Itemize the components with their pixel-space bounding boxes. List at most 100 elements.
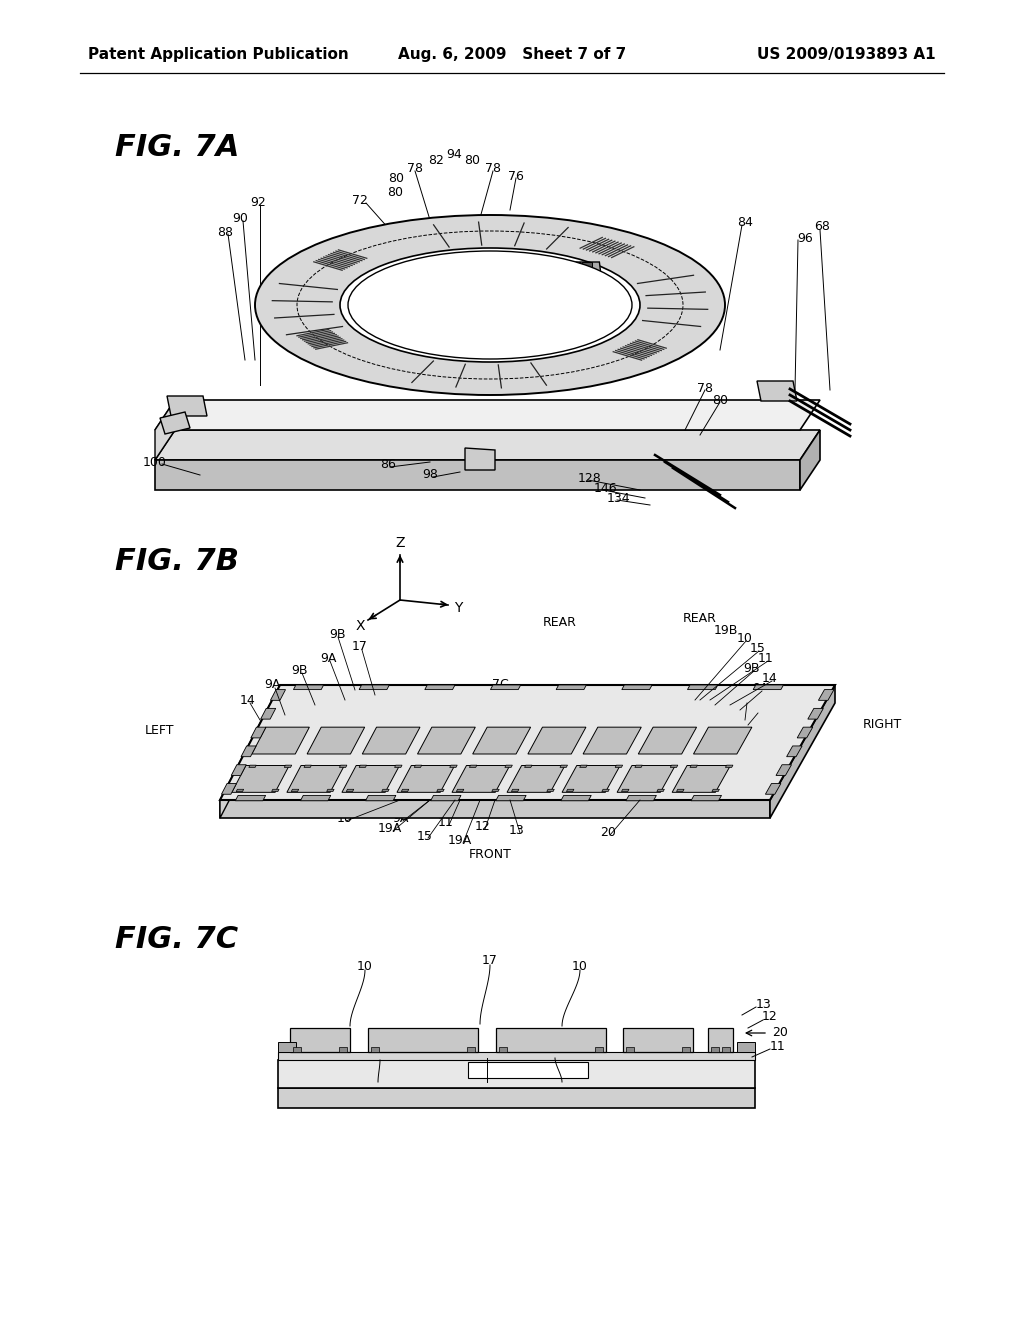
Text: 13: 13 [509, 824, 525, 837]
Text: 76: 76 [508, 169, 524, 182]
Polygon shape [786, 746, 802, 756]
Polygon shape [672, 766, 730, 792]
Polygon shape [798, 727, 813, 738]
Polygon shape [401, 789, 409, 792]
Polygon shape [711, 1047, 719, 1052]
Text: REAR: REAR [683, 611, 717, 624]
Polygon shape [656, 789, 665, 792]
Text: 13: 13 [756, 998, 772, 1011]
Text: 94: 94 [446, 149, 462, 161]
Text: RIGHT: RIGHT [862, 718, 901, 731]
Text: 11: 11 [758, 652, 774, 664]
Polygon shape [251, 727, 266, 738]
Polygon shape [155, 400, 175, 459]
Polygon shape [583, 261, 593, 272]
Polygon shape [359, 685, 389, 689]
Polygon shape [617, 766, 675, 792]
Polygon shape [271, 789, 280, 792]
Text: 12: 12 [762, 1011, 778, 1023]
Text: 19B: 19B [733, 693, 757, 706]
Text: 9A: 9A [392, 812, 409, 825]
Polygon shape [528, 727, 586, 754]
Polygon shape [362, 727, 420, 754]
Text: 80: 80 [387, 186, 403, 199]
Polygon shape [327, 789, 334, 792]
Polygon shape [467, 1047, 475, 1052]
Polygon shape [708, 1028, 733, 1052]
Text: 134: 134 [606, 491, 630, 504]
Polygon shape [278, 1088, 755, 1107]
Text: 9A: 9A [264, 678, 281, 692]
Text: 19A: 19A [447, 833, 472, 846]
Polygon shape [278, 1041, 296, 1052]
Polygon shape [394, 766, 402, 767]
Polygon shape [261, 709, 275, 719]
Text: 70: 70 [470, 305, 489, 321]
Text: US 2009/0193893 A1: US 2009/0193893 A1 [758, 48, 936, 62]
Polygon shape [450, 766, 458, 767]
Polygon shape [490, 685, 520, 689]
Polygon shape [160, 412, 190, 434]
Polygon shape [221, 784, 237, 795]
Polygon shape [560, 766, 567, 767]
Text: X: X [355, 619, 365, 634]
Polygon shape [307, 727, 365, 754]
Polygon shape [431, 796, 461, 801]
Polygon shape [473, 727, 530, 754]
Polygon shape [580, 766, 587, 767]
Polygon shape [452, 766, 510, 792]
Text: REAR: REAR [543, 615, 577, 628]
Polygon shape [671, 766, 678, 767]
Polygon shape [231, 766, 289, 792]
Text: 20: 20 [600, 825, 616, 838]
Text: 9B: 9B [330, 627, 346, 640]
Polygon shape [615, 766, 623, 767]
Text: 12: 12 [475, 820, 490, 833]
Polygon shape [602, 789, 609, 792]
Polygon shape [241, 746, 256, 756]
Polygon shape [626, 1047, 634, 1052]
Polygon shape [342, 766, 399, 792]
Text: 9A: 9A [319, 652, 336, 664]
Text: 9B: 9B [292, 664, 308, 676]
Polygon shape [339, 1047, 347, 1052]
Polygon shape [415, 766, 422, 767]
Polygon shape [753, 685, 783, 689]
Polygon shape [496, 1028, 606, 1052]
Polygon shape [397, 766, 455, 792]
Text: 17: 17 [482, 954, 498, 968]
Text: 84: 84 [737, 215, 753, 228]
Polygon shape [776, 764, 792, 775]
Polygon shape [155, 430, 820, 459]
Polygon shape [547, 789, 554, 792]
Text: 78: 78 [697, 381, 713, 395]
Polygon shape [566, 789, 574, 792]
Text: 16: 16 [749, 704, 764, 717]
Polygon shape [556, 685, 587, 689]
Polygon shape [371, 1047, 379, 1052]
Text: Y: Y [454, 601, 462, 615]
Polygon shape [737, 1041, 755, 1052]
Text: 146: 146 [593, 482, 616, 495]
Text: 14: 14 [240, 693, 256, 706]
Polygon shape [687, 685, 718, 689]
Text: 20: 20 [772, 1026, 787, 1039]
Polygon shape [677, 789, 684, 792]
Polygon shape [252, 727, 309, 754]
Text: 17: 17 [352, 640, 368, 653]
Ellipse shape [255, 215, 725, 395]
Polygon shape [492, 789, 500, 792]
Polygon shape [155, 400, 820, 430]
Polygon shape [231, 764, 247, 775]
Text: 86: 86 [380, 458, 396, 471]
Polygon shape [236, 796, 265, 801]
Polygon shape [690, 766, 697, 767]
Text: 78: 78 [407, 161, 423, 174]
Text: Aug. 6, 2009   Sheet 7 of 7: Aug. 6, 2009 Sheet 7 of 7 [398, 48, 626, 62]
Text: 19B: 19B [714, 623, 738, 636]
Polygon shape [304, 766, 311, 767]
Polygon shape [220, 800, 770, 818]
Polygon shape [285, 766, 292, 767]
Polygon shape [818, 689, 834, 701]
Text: 100: 100 [143, 455, 167, 469]
